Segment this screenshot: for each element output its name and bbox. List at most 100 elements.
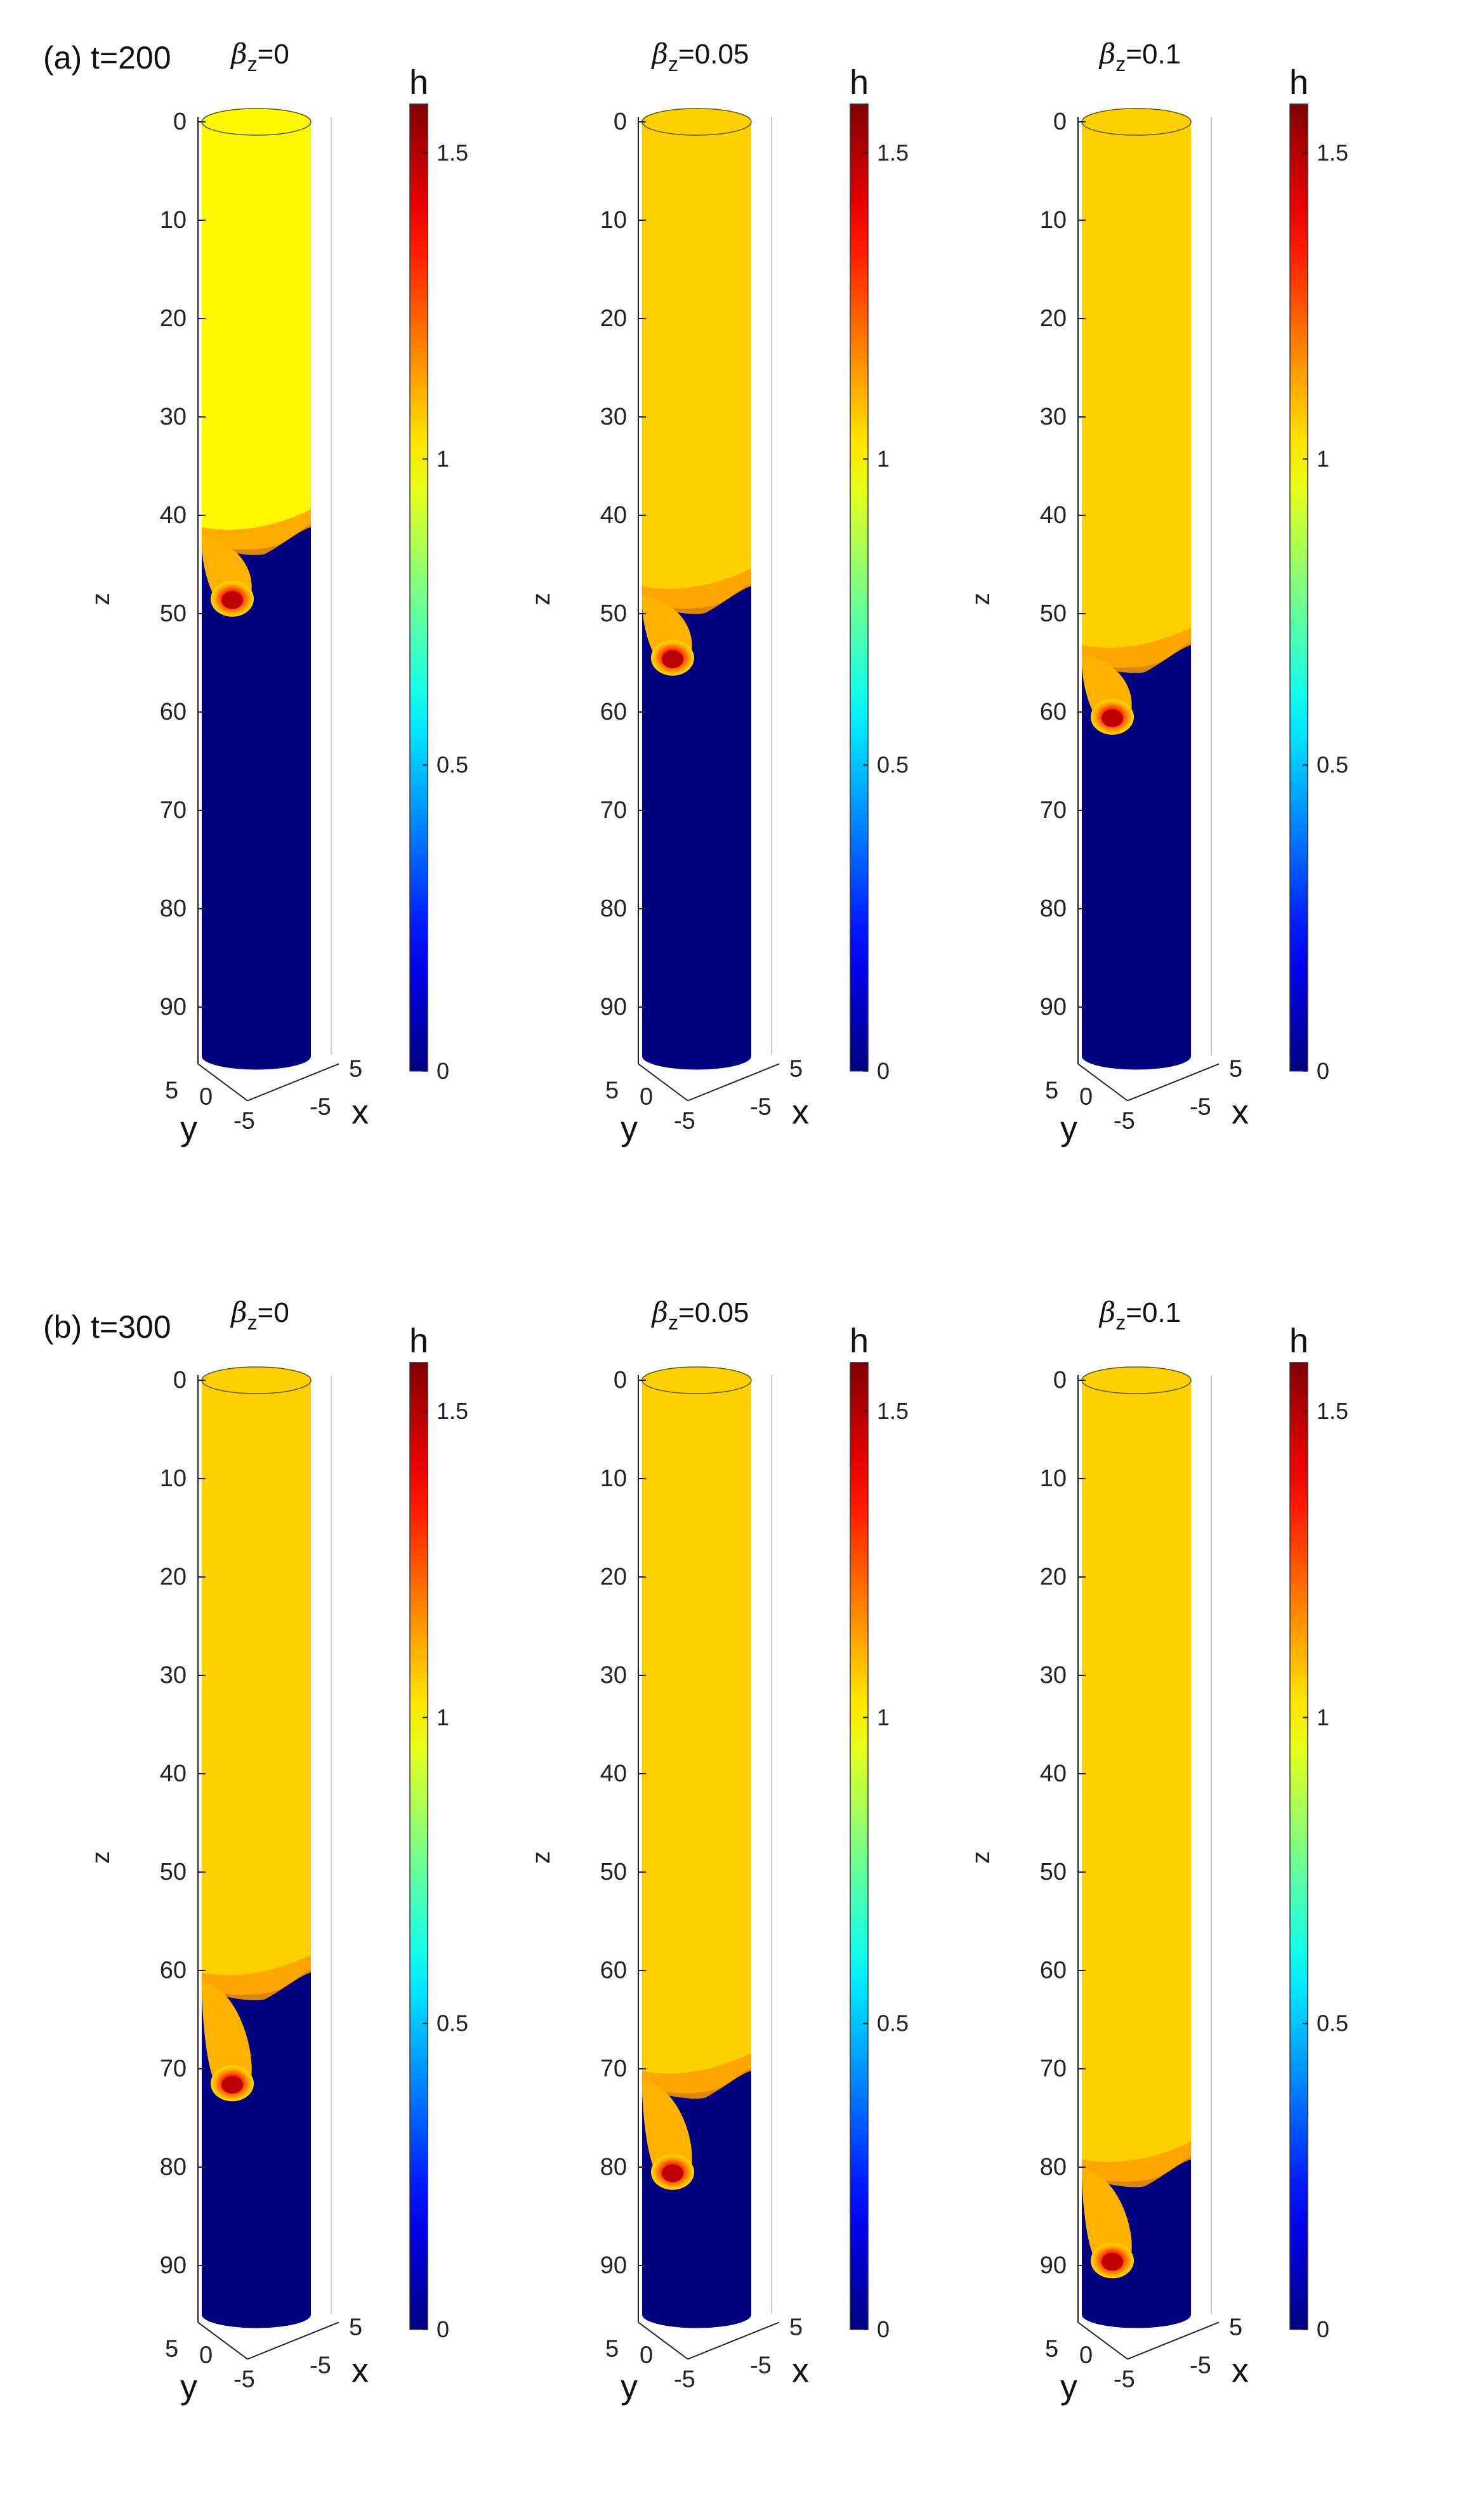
z-axis-label: z: [527, 1851, 555, 1864]
colorbar-tick-label: 1.5: [437, 1398, 468, 1424]
x-axis-line: [687, 2321, 780, 2360]
droplet-peak: [221, 591, 243, 609]
colorbar-tick-label: 1: [1317, 1704, 1329, 1730]
colorbar-label: h: [409, 63, 428, 102]
z-tick-label: 20: [600, 1564, 627, 1590]
z-axis-label: z: [967, 593, 995, 605]
z-tick-label: 40: [160, 502, 187, 529]
x-axis-label: x: [352, 2352, 369, 2390]
front-band: [642, 2053, 751, 2099]
y-axis-label: y: [621, 2368, 638, 2406]
y-tick-label: -5: [674, 2366, 695, 2393]
z-tick-label: 80: [160, 2154, 187, 2180]
droplet-tail: [642, 2080, 692, 2172]
x-axis-line: [1127, 1063, 1220, 1102]
cylinder-bottom-cap: [1082, 2314, 1191, 2328]
y-axis-label: y: [180, 1110, 197, 1148]
z-axis-label: z: [527, 593, 555, 605]
droplet-peak: [221, 2076, 243, 2094]
z-tick-label: 10: [600, 207, 627, 234]
z-tick-label: 80: [1040, 2154, 1067, 2180]
z-tick-label: 40: [600, 502, 627, 529]
y-axis-line: [1077, 2321, 1128, 2360]
z-tick-label: 90: [160, 994, 187, 1020]
x-axis-label: x: [1232, 2352, 1249, 2390]
z-tick-label: 50: [1040, 600, 1067, 627]
cylinder-bottom-cap: [202, 2314, 311, 2328]
z-tick-label: 90: [160, 2252, 187, 2279]
z-tick-label: 60: [600, 699, 627, 725]
panel-title: βz=0.05: [651, 1296, 749, 1334]
panel-title: βz=0.1: [1098, 38, 1181, 76]
colorbar-tick-label: 0: [1317, 1058, 1329, 1084]
panel-title: βz=0.1: [1098, 1296, 1181, 1334]
x-tick-label: -5: [310, 1094, 331, 1121]
y-axis-label: y: [1060, 2368, 1077, 2406]
front-band: [642, 568, 751, 614]
z-tick-label: 90: [1040, 2252, 1067, 2279]
colorbar-tick-label: 1: [437, 445, 449, 472]
colorbar-tick-label: 0: [877, 1058, 890, 1084]
colorbar-label: h: [1289, 1322, 1308, 1360]
x-axis-line: [247, 1063, 339, 1102]
z-tick-label: 30: [600, 404, 627, 430]
y-tick-label: 0: [199, 2342, 213, 2369]
z-axis-label: z: [967, 1851, 995, 1864]
colorbar-tick-label: 0: [1317, 2316, 1329, 2342]
x-tick-label: -5: [1190, 1094, 1211, 1121]
z-tick-label: 0: [614, 109, 627, 135]
y-axis-line: [638, 2321, 688, 2360]
z-tick-label: 50: [600, 1859, 627, 1885]
z-tick-label: 60: [160, 699, 187, 725]
z-tick-label: 70: [160, 797, 187, 824]
colorbar-tick-label: 1.5: [877, 140, 909, 166]
row-label-b: (b) t=300: [43, 1309, 171, 1345]
panel-title: βz=0: [230, 38, 289, 76]
colorbar: [409, 1362, 428, 2330]
y-tick-label: 0: [1079, 1084, 1093, 1111]
colorbar: [1289, 103, 1308, 1072]
cylinder-lower-region: [1082, 642, 1191, 1057]
y-tick-label: 5: [605, 1078, 619, 1104]
z-tick-label: 40: [1040, 502, 1067, 529]
z-tick-label: 70: [1040, 797, 1067, 824]
panel-title: βz=0: [230, 1296, 289, 1334]
colorbar-tick-label: 1: [877, 1704, 890, 1730]
colorbar-tick-label: 0: [877, 2316, 890, 2342]
colorbar-tick-label: 0.5: [437, 2010, 468, 2036]
colorbar-tick-label: 0: [437, 2316, 449, 2342]
z-tick-label: 50: [600, 600, 627, 627]
cylinder-lower-region: [642, 583, 751, 1057]
z-tick-label: 10: [600, 1465, 627, 1492]
z-tick-label: 0: [1053, 109, 1067, 135]
colorbar-tick-label: 1: [877, 445, 890, 472]
x-tick-label: -5: [750, 1094, 772, 1121]
colorbar-tick-label: 0: [437, 1058, 449, 1084]
front-band: [202, 509, 311, 555]
z-tick-label: 80: [600, 895, 627, 922]
droplet-peak: [662, 650, 683, 668]
z-tick-label: 70: [600, 2055, 627, 2082]
z-tick-label: 90: [600, 994, 627, 1020]
cylinder-top-cap: [1081, 1366, 1192, 1394]
z-tick-label: 30: [1040, 1662, 1067, 1689]
z-tick-label: 60: [160, 1957, 187, 1984]
colorbar-tick-label: 1: [437, 1704, 449, 1730]
z-tick-label: 50: [160, 1859, 187, 1885]
y-tick-label: 5: [165, 2336, 178, 2363]
x-tick-label: 5: [789, 1056, 803, 1083]
colorbar-label: h: [409, 1322, 428, 1360]
x-axis-label: x: [1232, 1093, 1249, 1131]
y-axis-line: [638, 1063, 688, 1102]
front-band: [1082, 627, 1191, 673]
z-tick-label: 0: [173, 1367, 187, 1394]
x-tick-label: -5: [750, 2352, 772, 2379]
z-tick-label: 10: [160, 1465, 187, 1492]
front-band: [1082, 2141, 1191, 2187]
z-axis-label: z: [87, 1851, 115, 1864]
front-band: [202, 1955, 311, 2001]
